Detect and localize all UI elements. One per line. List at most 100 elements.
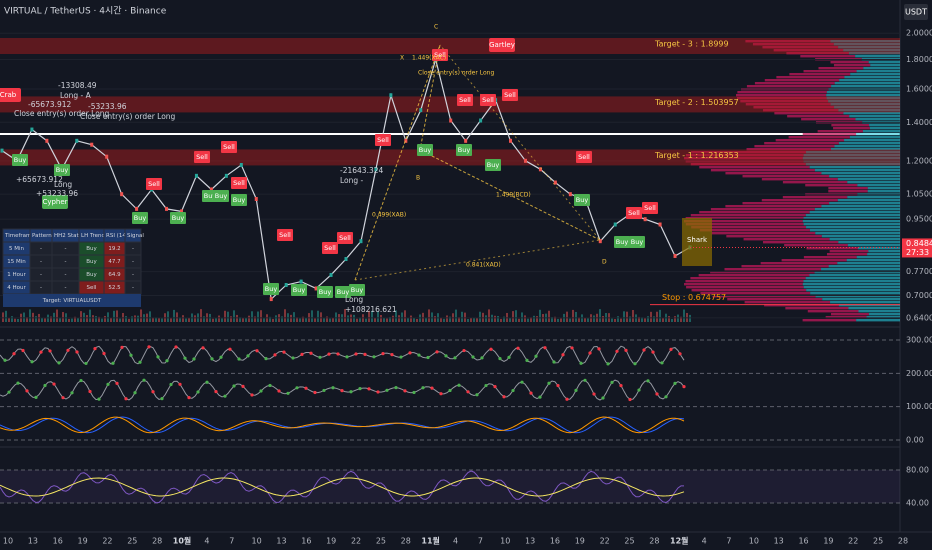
annotation: -21643.324	[340, 166, 383, 175]
table-header: HH2 Status	[54, 233, 85, 239]
volume-bar	[629, 316, 631, 322]
oscillator-dot	[318, 355, 322, 359]
volume-bar	[221, 318, 223, 322]
annotation: Close entry(s) order Long	[14, 109, 110, 118]
signal-label: Buy	[616, 238, 629, 246]
volume-bar	[233, 310, 235, 322]
volume-bar	[302, 316, 304, 322]
oscillator-dot	[475, 393, 479, 397]
volume-profile	[856, 70, 900, 73]
volume-profile	[806, 247, 858, 250]
table-cell-text: -	[132, 246, 134, 252]
table-cell-text: -	[132, 259, 134, 265]
volume-bar	[326, 316, 328, 322]
table-header: Signal	[127, 233, 144, 239]
x-tick-label: 16	[550, 537, 560, 546]
volume-profile	[815, 295, 900, 298]
candle	[658, 222, 662, 227]
oscillator-dot	[201, 346, 205, 350]
volume-bar	[443, 318, 445, 322]
table-cell-text: -	[65, 285, 67, 291]
volume-profile	[849, 115, 900, 118]
volume-profile	[838, 304, 900, 307]
signal-label: Buy	[265, 285, 278, 293]
oscillator-dot	[664, 395, 668, 399]
volume-profile	[761, 178, 838, 181]
oscillator-dot	[241, 384, 245, 388]
annotation: -53233.96	[88, 102, 127, 111]
currency-badge[interactable]	[904, 4, 928, 20]
volume-bar	[275, 315, 277, 322]
oscillator-dot	[453, 356, 457, 360]
volume-profile	[690, 277, 806, 280]
volume-bar	[479, 311, 481, 322]
volume-bar	[245, 317, 247, 322]
oscillator-dot	[426, 355, 430, 360]
volume-profile	[806, 151, 900, 154]
annotation: -13308.49	[58, 81, 97, 90]
pattern-badge	[42, 195, 68, 209]
oscillator-dot	[538, 395, 542, 399]
volume-profile	[848, 307, 900, 310]
volume-profile	[736, 94, 827, 97]
signal-label: Buy	[487, 161, 500, 169]
oscillator-dot	[516, 346, 520, 350]
currency-badge-text[interactable]: USDT	[905, 8, 927, 17]
volume-bar	[503, 316, 505, 322]
candle	[75, 138, 79, 143]
pattern-label: Cypher	[42, 198, 67, 206]
signal-badge	[502, 89, 518, 101]
volume-bar	[368, 310, 370, 322]
volume-profile	[803, 286, 900, 289]
candle	[643, 217, 647, 222]
volume-bar	[578, 317, 580, 322]
oscillator-dot	[174, 345, 178, 349]
volume-bar	[230, 316, 232, 322]
volume-bar	[509, 317, 511, 322]
volume-bar	[389, 316, 391, 322]
volume-profile	[805, 214, 900, 217]
oscillator-dot	[385, 388, 389, 392]
signal-label: Buy	[351, 286, 364, 294]
level-label: Target - 3 : 1.8999	[654, 40, 729, 49]
volume-profile	[807, 310, 859, 313]
volume-bar	[407, 317, 409, 322]
volume-bar	[554, 316, 556, 322]
table-cell-text: 64.9	[108, 272, 121, 278]
volume-profile	[844, 139, 900, 142]
table-footer: Target: VIRTUALUSDT	[42, 298, 102, 304]
candle	[538, 167, 542, 172]
signal-label: Buy	[134, 214, 147, 222]
volume-bar	[26, 317, 28, 322]
oscillator-dot	[363, 352, 367, 356]
volume-profile	[833, 64, 871, 67]
oscillator-dot	[552, 360, 556, 364]
candle	[165, 206, 169, 211]
oscillator-dot	[331, 386, 335, 390]
volume-bar	[392, 315, 394, 322]
volume-profile	[774, 112, 844, 115]
oscillator-dot	[25, 389, 29, 393]
table-cell-text: 15 Min	[7, 259, 26, 265]
volume-bar	[218, 315, 220, 322]
annotation: X	[400, 55, 404, 62]
annotation: C	[434, 24, 438, 31]
oscillator-dot	[169, 382, 173, 387]
volume-bar	[560, 318, 562, 322]
volume-bar	[41, 317, 43, 322]
annotation: B	[416, 175, 420, 182]
table-cell-text: 52.5	[108, 285, 121, 291]
volume-bar	[575, 311, 577, 322]
signal-label: Buy	[631, 238, 644, 246]
volume-profile	[746, 148, 831, 151]
candle	[254, 196, 258, 201]
oscillator-dot	[660, 361, 664, 365]
volume-profile	[789, 73, 851, 76]
indicator-tick-label: 300.00	[906, 336, 932, 345]
volume-profile	[870, 64, 900, 67]
indicator-tick-label: 0.00	[906, 436, 924, 445]
x-tick-label: 28	[898, 537, 908, 546]
volume-bar	[377, 311, 379, 322]
annotation: Close entry(s) order Long	[80, 112, 176, 121]
